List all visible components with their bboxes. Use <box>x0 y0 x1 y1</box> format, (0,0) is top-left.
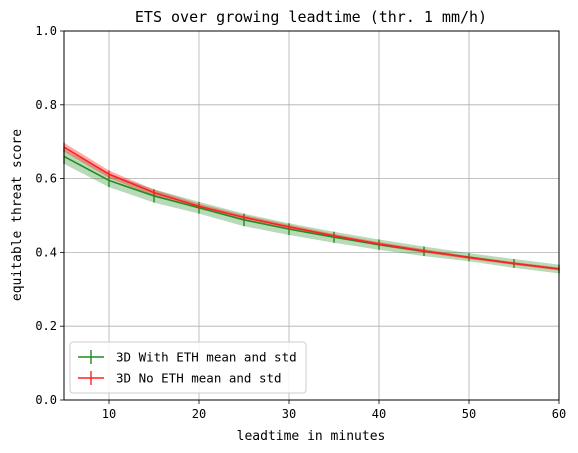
legend: 3D With ETH mean and std 3D No ETH mean a… <box>69 341 307 394</box>
x-tick-label: 40 <box>372 407 386 421</box>
y-tick-label: 0.2 <box>35 319 57 333</box>
x-axis-ticks: 10 20 30 40 50 60 <box>102 400 566 421</box>
y-tick-label: 0.8 <box>35 98 57 112</box>
legend-label-1: 3D No ETH mean and std <box>116 371 282 386</box>
legend-label-0: 3D With ETH mean and std <box>116 350 297 365</box>
x-tick-label: 20 <box>192 407 206 421</box>
mean-lines <box>63 146 560 270</box>
plot-frame <box>63 30 560 401</box>
y-axis-label: equitable threat score <box>10 129 25 301</box>
std-band-1 <box>64 142 559 271</box>
y-tick-label: 0.6 <box>35 172 57 186</box>
y-tick-label: 0.4 <box>35 245 57 259</box>
x-tick-label: 30 <box>282 407 296 421</box>
x-axis-label: leadtime in minutes <box>237 429 386 444</box>
error-bars <box>63 142 560 274</box>
y-tick-label: 0.0 <box>35 393 57 407</box>
std-band-0 <box>64 149 559 274</box>
x-tick-label: 50 <box>462 407 476 421</box>
legend-box <box>69 341 307 394</box>
chart-title: ETS over growing leadtime (thr. 1 mm/h) <box>135 8 487 26</box>
y-axis-ticks: 0.0 0.2 0.4 0.6 0.8 1.0 <box>35 24 64 407</box>
std-bands <box>64 142 559 274</box>
x-tick-label: 10 <box>102 407 116 421</box>
x-tick-label: 60 <box>552 407 566 421</box>
mean-line-1 <box>63 146 560 270</box>
y-tick-label: 1.0 <box>35 24 57 38</box>
